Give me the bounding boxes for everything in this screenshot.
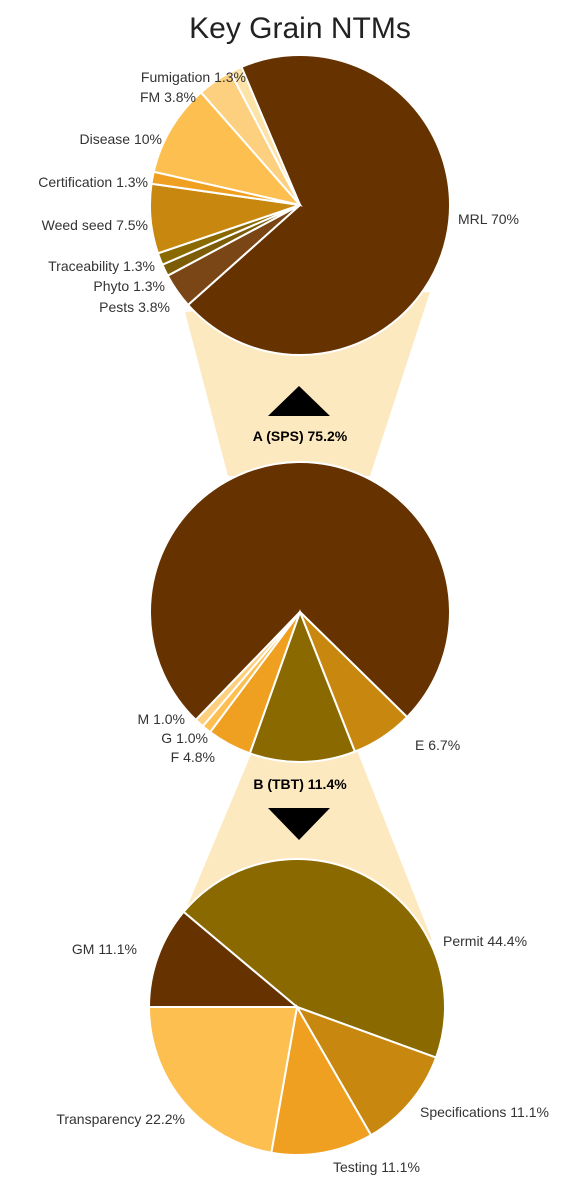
slice-label: G 1.0% [161,730,208,746]
slice-category: Specifications [420,1104,506,1120]
slice-value-label: 11.4% [308,776,347,792]
slice-label: Disease 10% [79,131,162,147]
slice-category: G [161,730,172,746]
slice-label: Pests 3.8% [99,299,170,315]
slice-value-label: 7.5% [116,217,148,233]
slice-label: B (TBT) 11.4% [253,776,347,792]
slice-label: Traceability 1.3% [48,258,155,274]
pie-slice [182,858,446,1059]
slice-value-label: 11.1% [381,1159,420,1175]
chart-title: Key Grain NTMs [189,12,411,45]
slice-category: A (SPS) [253,428,304,444]
slice-label: M 1.0% [138,711,185,727]
slice-label: Phyto 1.3% [93,278,165,294]
slice-value-label: 22.2% [145,1111,185,1127]
slice-category: Weed seed [42,217,113,233]
slice-value-label: 11.1% [98,941,137,957]
slice-category: Testing [333,1159,377,1175]
slice-value-label: 75.2% [308,428,348,444]
pie-slice [270,1004,373,1156]
slice-value-label: 10% [134,131,162,147]
pie-slice [194,611,301,728]
slice-label: FM 3.8% [140,89,196,105]
pie-slice [152,90,303,207]
slice-category: Fumigation [141,69,210,85]
slice-value-label: 1.3% [123,258,155,274]
pie-slice [229,65,301,206]
arrow-up [268,386,330,416]
slice-label: E 6.7% [415,737,460,753]
pie-slice [147,910,300,1008]
slice-category: Certification [38,174,112,190]
slice-value-label: 1.3% [133,278,165,294]
slice-category: Traceability [48,258,119,274]
slice-label: GM 11.1% [72,941,137,957]
slice-value-label: 1.3% [214,69,246,85]
slice-category: M [138,711,150,727]
slice-label: Specifications 11.1% [420,1104,549,1120]
pie-slice [147,1006,299,1154]
slice-value-label: 4.8% [183,749,215,765]
slice-value-label: 3.8% [164,89,196,105]
arrow-down [268,808,330,840]
slice-value-label: 11.1% [510,1104,549,1120]
slice-value-label: 1.0% [176,730,208,746]
slice-category: F [171,749,180,765]
slice-label: Weed seed 7.5% [42,217,148,233]
slice-label: A (SPS) 75.2% [253,428,348,444]
slice-value-label: 70% [491,211,519,227]
slice-value-label: 1.0% [153,711,185,727]
pie-slice [149,461,451,722]
slice-category: GM [72,941,95,957]
slice-category: MRL [458,211,488,227]
slice-category: Phyto [93,278,129,294]
slice-label: F 4.8% [171,749,215,765]
slice-value-label: 1.3% [116,174,148,190]
slice-value-label: 44.4% [487,933,527,949]
pie-slice [186,54,451,356]
slice-label: Permit 44.4% [443,933,527,949]
slice-label: Certification 1.3% [38,174,148,190]
pie-slice [248,609,357,763]
slice-category: E [415,737,424,753]
slice-category: FM [140,89,160,105]
pie-slice [294,1005,438,1137]
slice-label: Fumigation 1.3% [141,69,246,85]
slice-category: B (TBT) [253,776,304,792]
slice-category: Disease [79,131,130,147]
slice-label: Transparency 22.2% [56,1111,185,1127]
slice-category: Transparency [56,1111,141,1127]
slice-label: MRL 70% [458,211,519,227]
slice-category: Permit [443,933,484,949]
slice-label: Testing 11.1% [333,1159,420,1175]
slice-category: Pests [99,299,134,315]
slice-value-label: 6.7% [428,737,460,753]
slice-value-label: 3.8% [138,299,170,315]
